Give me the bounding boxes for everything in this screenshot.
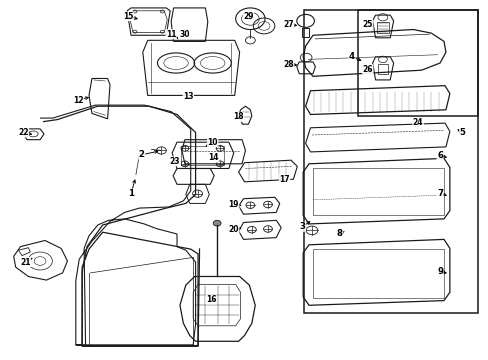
Text: 29: 29 [243, 12, 253, 21]
Bar [312, 168, 443, 215]
Text: 2: 2 [139, 150, 144, 159]
Bar [377, 64, 387, 74]
Bar [357, 10, 477, 116]
Bar [376, 22, 388, 33]
Text: 8: 8 [336, 230, 342, 239]
Text: 26: 26 [362, 65, 372, 74]
Text: 5: 5 [459, 128, 465, 137]
Text: 18: 18 [233, 112, 244, 121]
Text: 22: 22 [18, 128, 29, 137]
Circle shape [213, 220, 221, 226]
Text: 4: 4 [348, 52, 354, 61]
Text: 3: 3 [299, 222, 305, 231]
Text: 17: 17 [279, 175, 289, 184]
Text: 11: 11 [165, 30, 176, 39]
Text: 13: 13 [183, 92, 193, 101]
Text: 25: 25 [362, 20, 372, 29]
Text: 24: 24 [412, 118, 423, 127]
Text: 1: 1 [128, 189, 134, 198]
Bar [302, 28, 308, 37]
Text: 28: 28 [283, 59, 293, 68]
Bar [181, 146, 224, 165]
Text: 19: 19 [228, 200, 239, 209]
Bar [304, 10, 477, 313]
Text: 9: 9 [436, 267, 442, 276]
Text: 20: 20 [228, 225, 239, 234]
Text: 23: 23 [169, 157, 180, 166]
Text: 21: 21 [20, 258, 31, 266]
Text: 15: 15 [122, 12, 133, 21]
Text: 16: 16 [205, 295, 216, 304]
Text: 30: 30 [179, 30, 190, 39]
Text: 7: 7 [436, 189, 442, 198]
Text: 12: 12 [73, 95, 83, 104]
Text: 10: 10 [207, 138, 218, 147]
Text: 27: 27 [283, 20, 293, 29]
Text: 14: 14 [207, 153, 218, 162]
Text: 6: 6 [436, 151, 442, 160]
Bar [312, 249, 443, 298]
